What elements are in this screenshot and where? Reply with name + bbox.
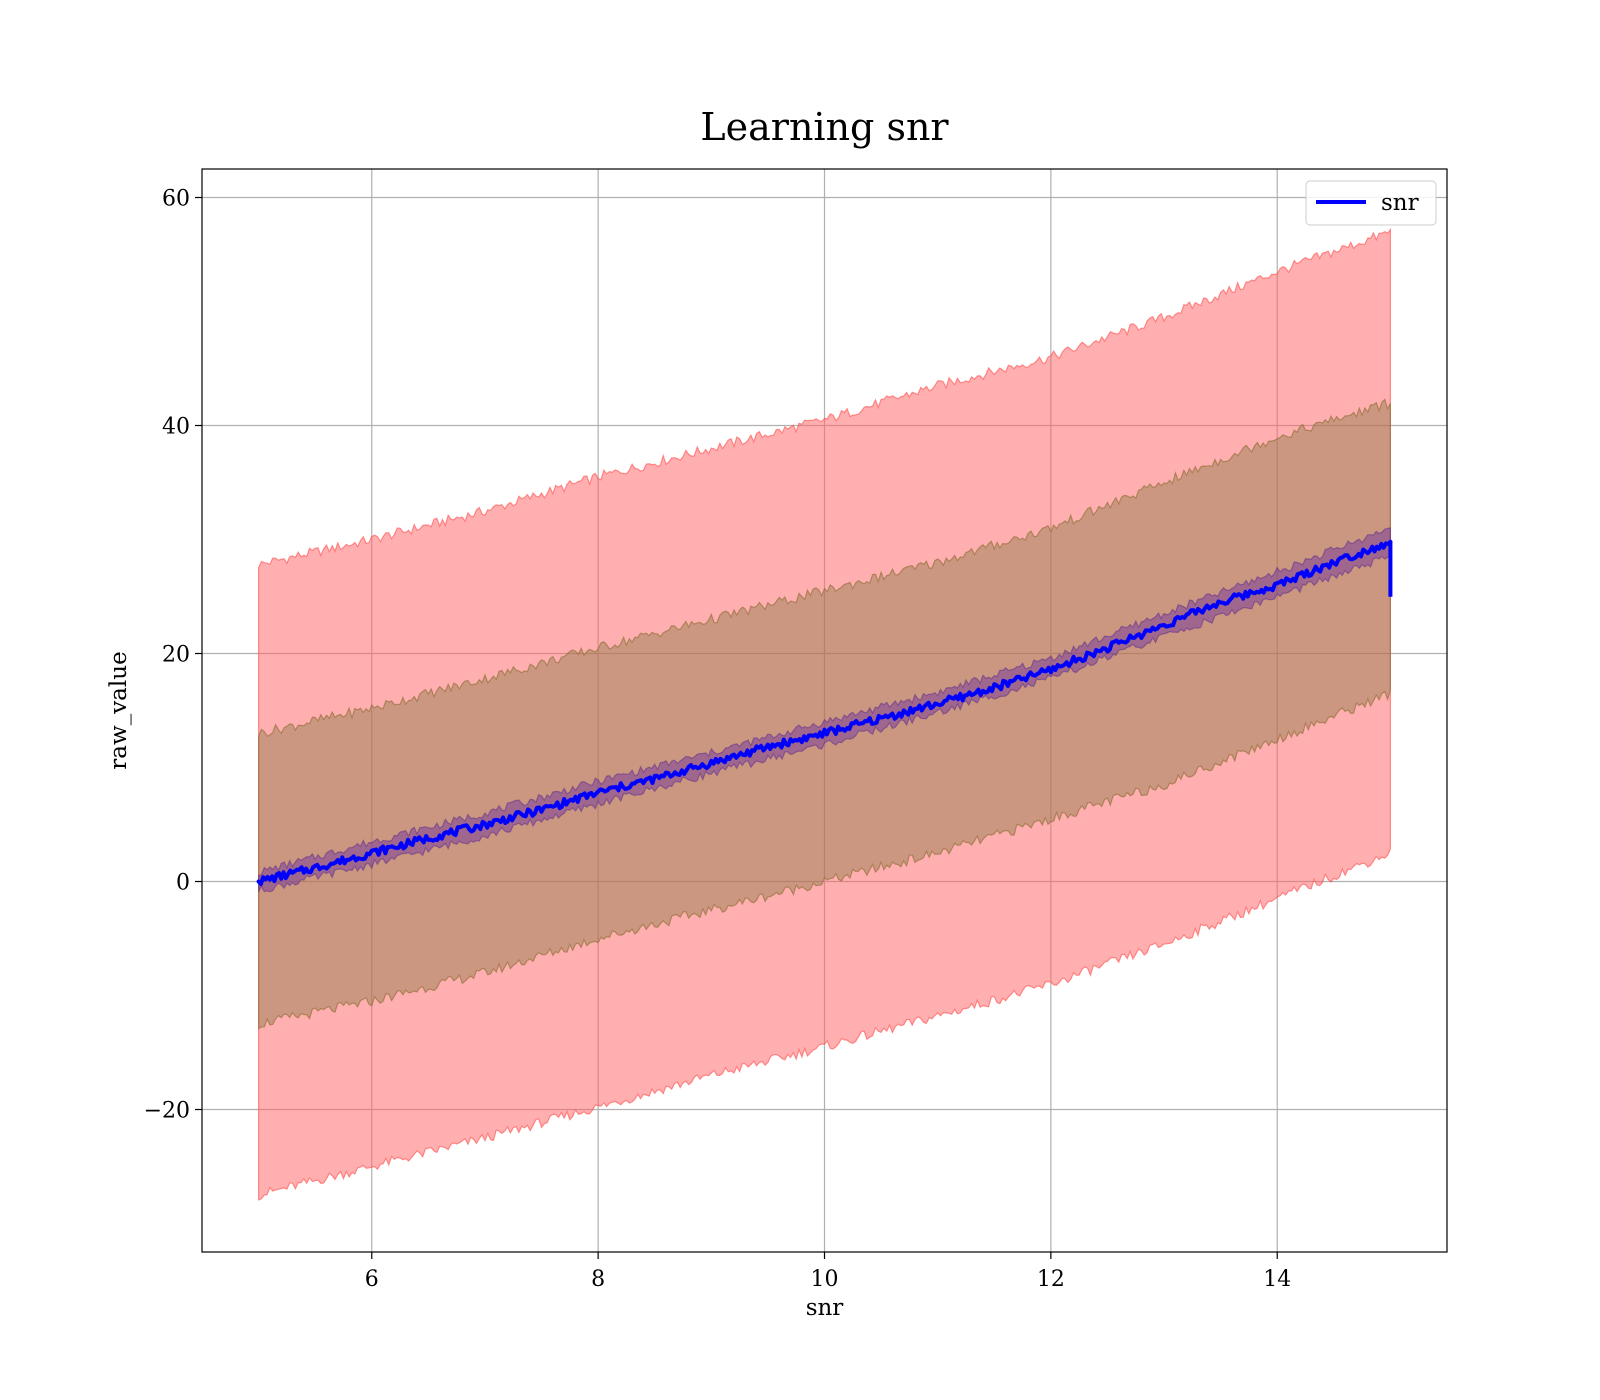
confidence-bands	[258, 227, 1392, 1201]
series-line-snr	[256, 539, 1393, 887]
axis-ticks: 6 8 10 12 14 −20 0 20 40 60	[144, 187, 1292, 1293]
legend-entry-snr: snr	[1381, 190, 1419, 216]
band-outer	[258, 227, 1392, 1201]
x-tick-label: 10	[811, 1267, 839, 1292]
x-tick-label: 14	[1263, 1267, 1291, 1292]
x-tick-label: 6	[365, 1267, 379, 1292]
legend-box	[1305, 180, 1437, 226]
y-axis-label: raw_value	[106, 651, 132, 769]
x-tick-label: 8	[591, 1267, 605, 1292]
x-axis-label: snr	[806, 1295, 844, 1321]
y-tick-label: 0	[176, 871, 190, 896]
y-tick-label: 60	[162, 187, 190, 212]
y-tick-label: −20	[144, 1099, 190, 1124]
band-middle	[258, 398, 1392, 1030]
series-lines	[256, 539, 1393, 887]
x-tick-label: 12	[1037, 1267, 1065, 1292]
y-tick-label: 40	[162, 415, 190, 440]
chart-title: Learning snr	[700, 105, 949, 149]
legend: snr	[1305, 180, 1437, 226]
y-tick-label: 20	[162, 643, 190, 668]
